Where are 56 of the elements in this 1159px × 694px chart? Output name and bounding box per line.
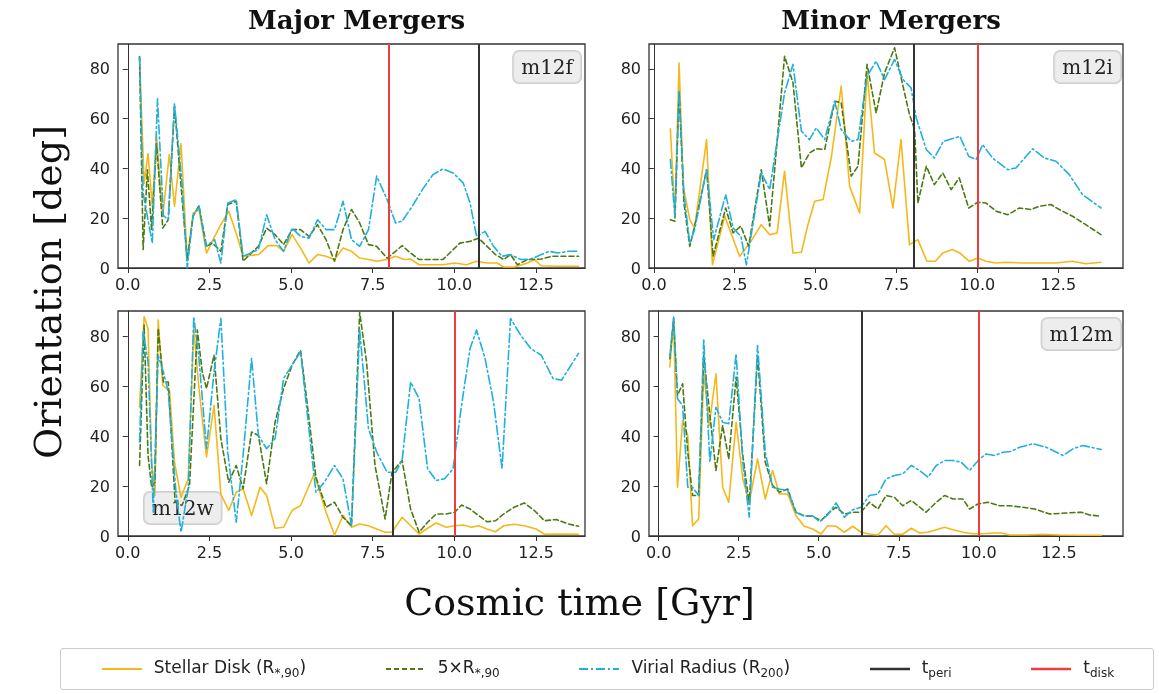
x-tick-label: 2.5 [196,274,223,294]
chart-title: Minor Mergers [781,5,1001,35]
y-tick-label: 40 [620,426,641,446]
x-tick-label: 2.5 [196,542,223,562]
y-tick-label: 0 [630,526,641,546]
legend-label: 5×R$_{*,90}$ [437,657,500,681]
y-tick-label: 20 [620,208,641,228]
x-tick-label: 12.5 [518,542,554,562]
x-tick-label: 0.0 [645,542,672,562]
x-tick-label: 0.0 [641,274,667,294]
x-tick-label: 10.0 [436,274,473,294]
x-tick-label: 10.0 [436,542,473,562]
x-tick-label: 12.5 [1040,274,1077,294]
x-tick-label: 5.0 [278,542,304,562]
x-tick-label: 12.5 [1041,542,1077,562]
y-tick-label: 20 [620,476,641,496]
annotation: m12m [1049,322,1114,346]
y-axis-title: Orientation [deg] [26,124,70,460]
y-tick-label: 60 [620,376,641,396]
x-tick-label: 0.0 [115,274,141,294]
annotation: m12i [1062,55,1113,79]
y-tick-label: 0 [99,526,110,546]
y-tick-label: 80 [620,326,641,346]
x-tick-label: 5.0 [806,542,832,562]
y-tick-label: 60 [620,109,641,129]
x-tick-label: 7.5 [360,542,386,562]
x-tick-label: 12.5 [518,274,554,294]
x-tick-label: 10.0 [959,274,996,294]
legend-label: Virial Radius (R$_{200}$) [631,657,791,681]
y-tick-label: 80 [620,59,641,79]
x-tick-label: 7.5 [360,274,386,294]
y-tick-label: 40 [89,426,110,446]
x-tick-label: 0.0 [115,542,141,562]
y-tick-label: 0 [630,258,641,278]
x-tick-label: 5.0 [278,274,304,294]
y-tick-label: 80 [89,59,110,79]
y-tick-label: 40 [620,158,641,178]
y-tick-label: 20 [89,476,110,496]
y-tick-label: 60 [89,109,110,129]
x-tick-label: 5.0 [802,274,829,294]
legend-label: Stellar Disk (R$_{*,90}$) [153,657,307,681]
y-tick-label: 40 [89,158,110,178]
y-tick-label: 0 [99,258,110,278]
x-tick-label: 2.5 [725,542,752,562]
x-tick-label: 10.0 [961,542,997,562]
x-tick-label: 7.5 [886,542,912,562]
y-tick-label: 80 [89,326,110,346]
x-axis-title: Cosmic time [Gyr] [403,580,756,624]
legend-label: t$_{peri}$ [921,657,952,681]
y-tick-label: 20 [89,208,110,228]
chart-title: Major Mergers [247,5,466,35]
annotation: m12f [521,55,575,79]
x-tick-label: 2.5 [722,274,748,294]
y-tick-label: 60 [89,376,110,396]
x-tick-label: 7.5 [883,274,910,294]
legend-label: t$_{disk}$ [1083,657,1115,681]
